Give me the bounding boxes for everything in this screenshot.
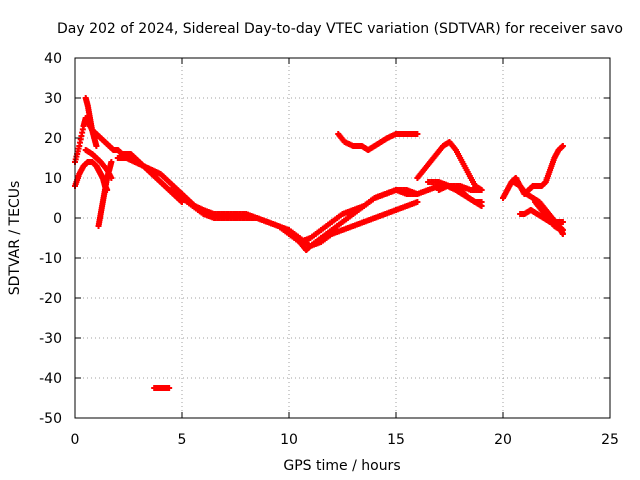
x-tick-label: 5 <box>178 432 187 448</box>
data-point <box>108 159 115 165</box>
y-tick-label: 40 <box>44 51 62 67</box>
data-point <box>559 231 566 237</box>
data-point <box>478 187 485 193</box>
y-tick-label: -40 <box>39 371 62 387</box>
data-point <box>414 131 421 137</box>
data-point <box>478 203 485 209</box>
data-point <box>93 143 100 149</box>
series-track-10 <box>414 139 485 193</box>
x-axis-label: GPS time / hours <box>283 458 400 474</box>
series-track-2 <box>82 95 100 149</box>
y-tick-label: 30 <box>44 91 62 107</box>
data-points <box>72 95 566 391</box>
data-point <box>166 385 173 391</box>
y-tick-label: 0 <box>53 211 62 227</box>
series-track-8 <box>296 187 421 245</box>
series-track-5 <box>82 147 115 181</box>
y-tick-label: -30 <box>39 331 62 347</box>
data-point <box>108 175 115 181</box>
series-track-16 <box>532 199 566 237</box>
series-track-7 <box>168 187 421 253</box>
series-track-17 <box>151 385 173 391</box>
series-track-13 <box>500 143 566 201</box>
axis-ticks: 0 5 10 15 20 25 -50 -40 -30 -20 -10 0 10 20 30 40 <box>39 51 619 448</box>
y-tick-label: -20 <box>39 291 62 307</box>
plot-frame <box>74 57 611 419</box>
y-tick-label: 10 <box>44 171 62 187</box>
data-point <box>414 191 421 197</box>
x-tick-label: 0 <box>71 432 80 448</box>
series-track-12 <box>435 183 485 209</box>
series-track-9 <box>335 131 421 153</box>
x-tick-label: 20 <box>494 432 512 448</box>
chart-title: Day 202 of 2024, Sidereal Day-to-day VTE… <box>57 21 623 37</box>
series-track-6 <box>114 155 485 249</box>
data-point <box>559 143 566 149</box>
data-point <box>414 199 421 205</box>
y-tick-label: -50 <box>39 411 62 427</box>
grid <box>75 58 610 418</box>
x-tick-label: 25 <box>601 432 619 448</box>
y-tick-label: -10 <box>39 251 62 267</box>
y-axis-label: SDTVAR / TECUs <box>7 181 23 296</box>
x-tick-label: 10 <box>280 432 298 448</box>
x-tick-label: 15 <box>387 432 405 448</box>
data-point <box>559 219 566 225</box>
y-tick-label: 20 <box>44 131 62 147</box>
